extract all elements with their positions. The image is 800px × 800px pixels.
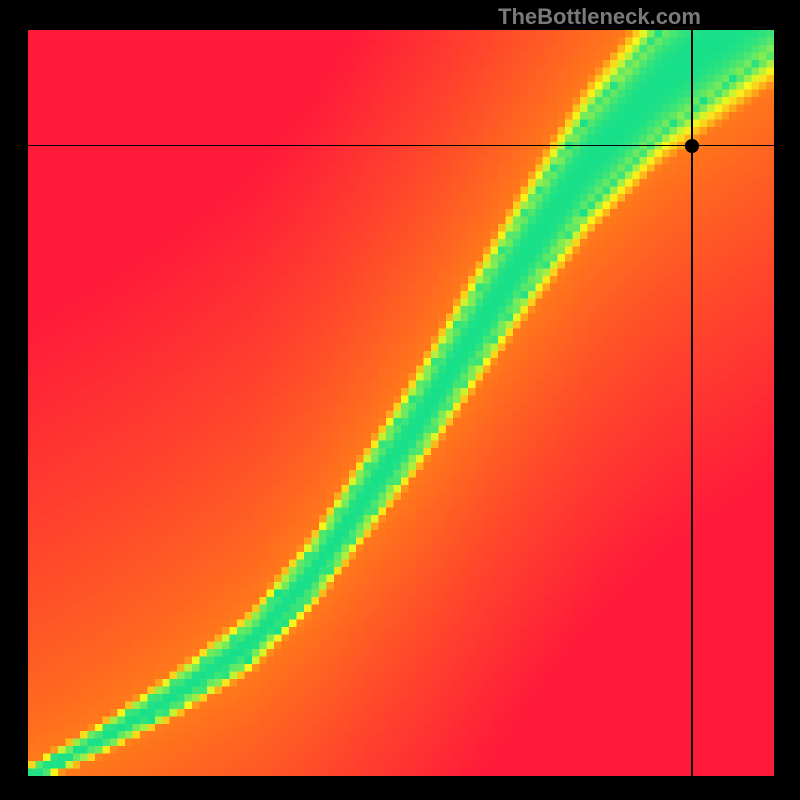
heatmap-canvas — [28, 30, 774, 776]
crosshair-marker — [685, 139, 699, 153]
bottleneck-heatmap — [28, 30, 774, 776]
crosshair-horizontal — [28, 145, 774, 147]
watermark-text: TheBottleneck.com — [498, 4, 701, 30]
